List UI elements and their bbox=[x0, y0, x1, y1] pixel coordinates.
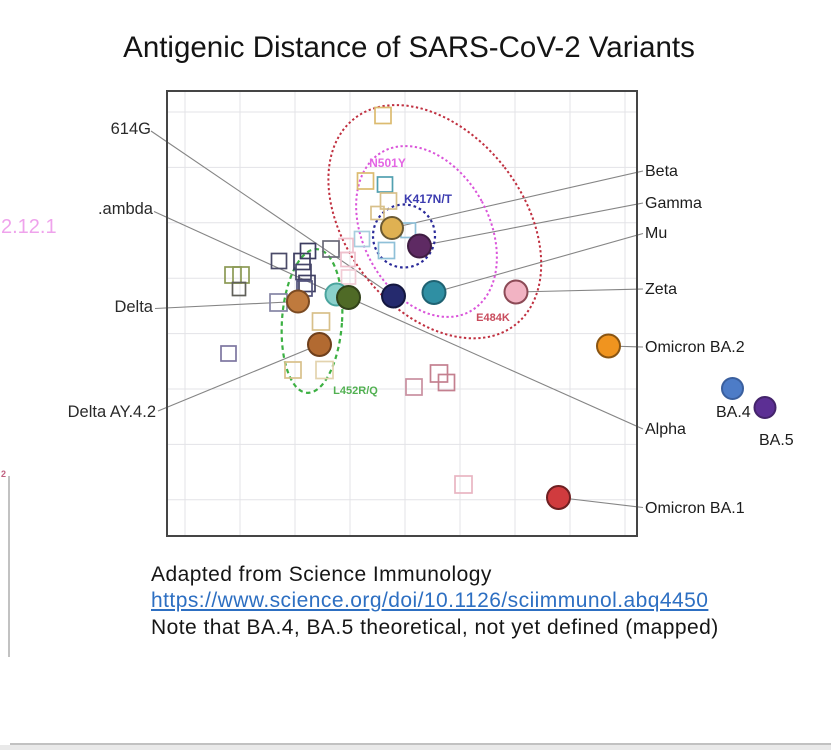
svg-text:L452R/Q: L452R/Q bbox=[333, 385, 378, 397]
svg-text:2: 2 bbox=[1, 469, 6, 479]
svg-text:E484K: E484K bbox=[476, 312, 510, 324]
svg-text:K417N/T: K417N/T bbox=[404, 192, 453, 206]
svg-text:N501Y: N501Y bbox=[369, 156, 406, 170]
